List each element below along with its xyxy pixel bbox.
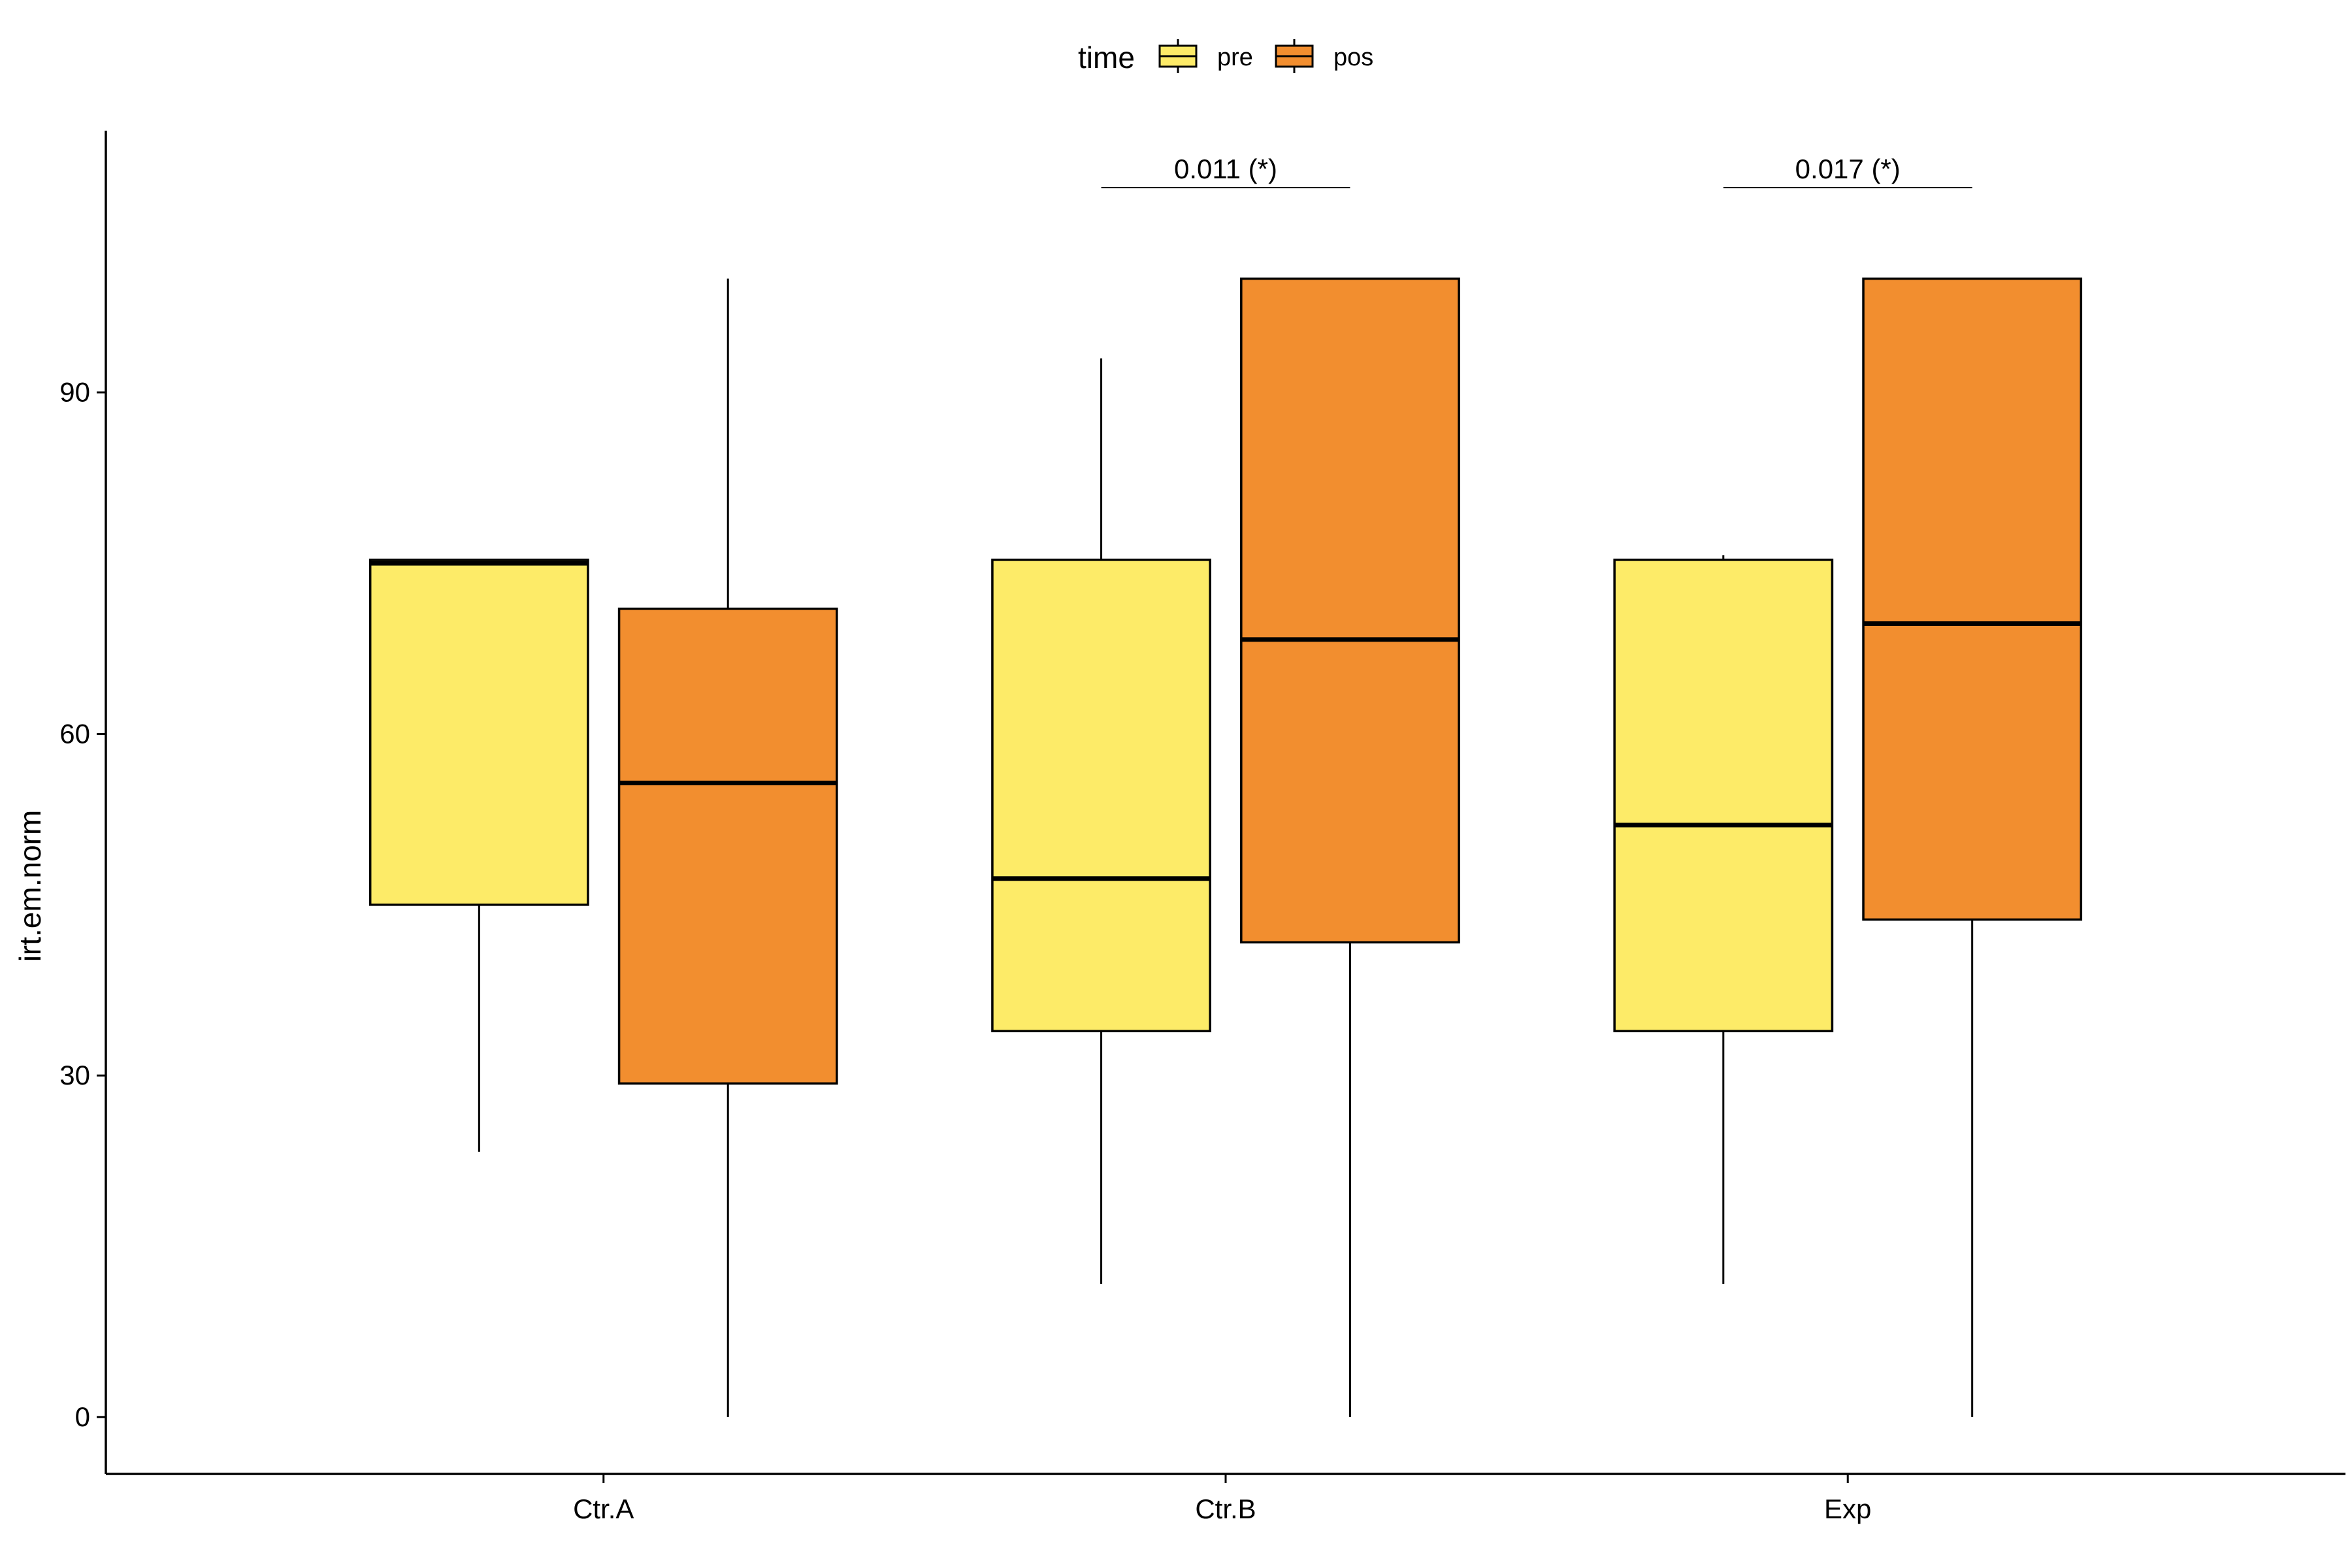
box-pos-ctr-b	[1240, 277, 1460, 1417]
y-tick-label-60: 60	[59, 718, 90, 749]
legend-label-pos: pos	[1333, 44, 1373, 71]
x-tick-label-ctr-b: Ctr.B	[1195, 1494, 1256, 1524]
box-iqr	[1613, 559, 1834, 1032]
legend-entry-pos: pos	[1275, 39, 1373, 73]
x-tick-label-ctr-a: Ctr.A	[573, 1494, 634, 1524]
x-axis-ticks: Ctr.A Ctr.B Exp	[573, 1474, 1871, 1524]
plot-panel: 0.011 (*) 0.017 (*) 0 30 60 90 Ctr.A Ctr.B Exp…	[13, 131, 2345, 1524]
significance-ctr-b: 0.011 (*)	[1101, 154, 1350, 189]
annotation-layer: 0.011 (*) 0.017 (*)	[1101, 154, 1972, 189]
significance-exp: 0.017 (*)	[1723, 154, 1972, 189]
legend-entries: pre pos	[1158, 39, 1373, 73]
x-tick-label-exp: Exp	[1824, 1494, 1871, 1524]
box-pos-exp	[1862, 277, 2083, 1417]
box-iqr	[1862, 277, 2083, 921]
y-tick-label-30: 30	[59, 1060, 90, 1090]
box-layer	[368, 277, 2083, 1417]
y-axis-title: irt.em.norm	[13, 810, 47, 962]
significance-label: 0.011 (*)	[1174, 154, 1277, 184]
box-iqr	[1240, 277, 1460, 944]
y-tick-label-90: 90	[59, 377, 90, 408]
legend-entry-pre: pre	[1158, 39, 1253, 73]
box-pos-ctr-a	[617, 278, 838, 1417]
legend-label-pre: pre	[1217, 44, 1253, 71]
y-axis-ticks: 0 30 60 90	[59, 377, 106, 1432]
y-tick-label-0: 0	[75, 1401, 90, 1432]
box-pre-ctr-b	[991, 358, 1211, 1284]
box-iqr	[991, 559, 1211, 1032]
significance-label: 0.017 (*)	[1795, 154, 1901, 184]
box-pre-exp	[1613, 555, 1834, 1284]
legend-title: time	[1078, 41, 1135, 74]
box-iqr	[617, 608, 838, 1085]
box-pre-ctr-a	[368, 559, 589, 1152]
legend: time pre pos	[1078, 39, 1373, 74]
box-iqr	[368, 559, 589, 906]
